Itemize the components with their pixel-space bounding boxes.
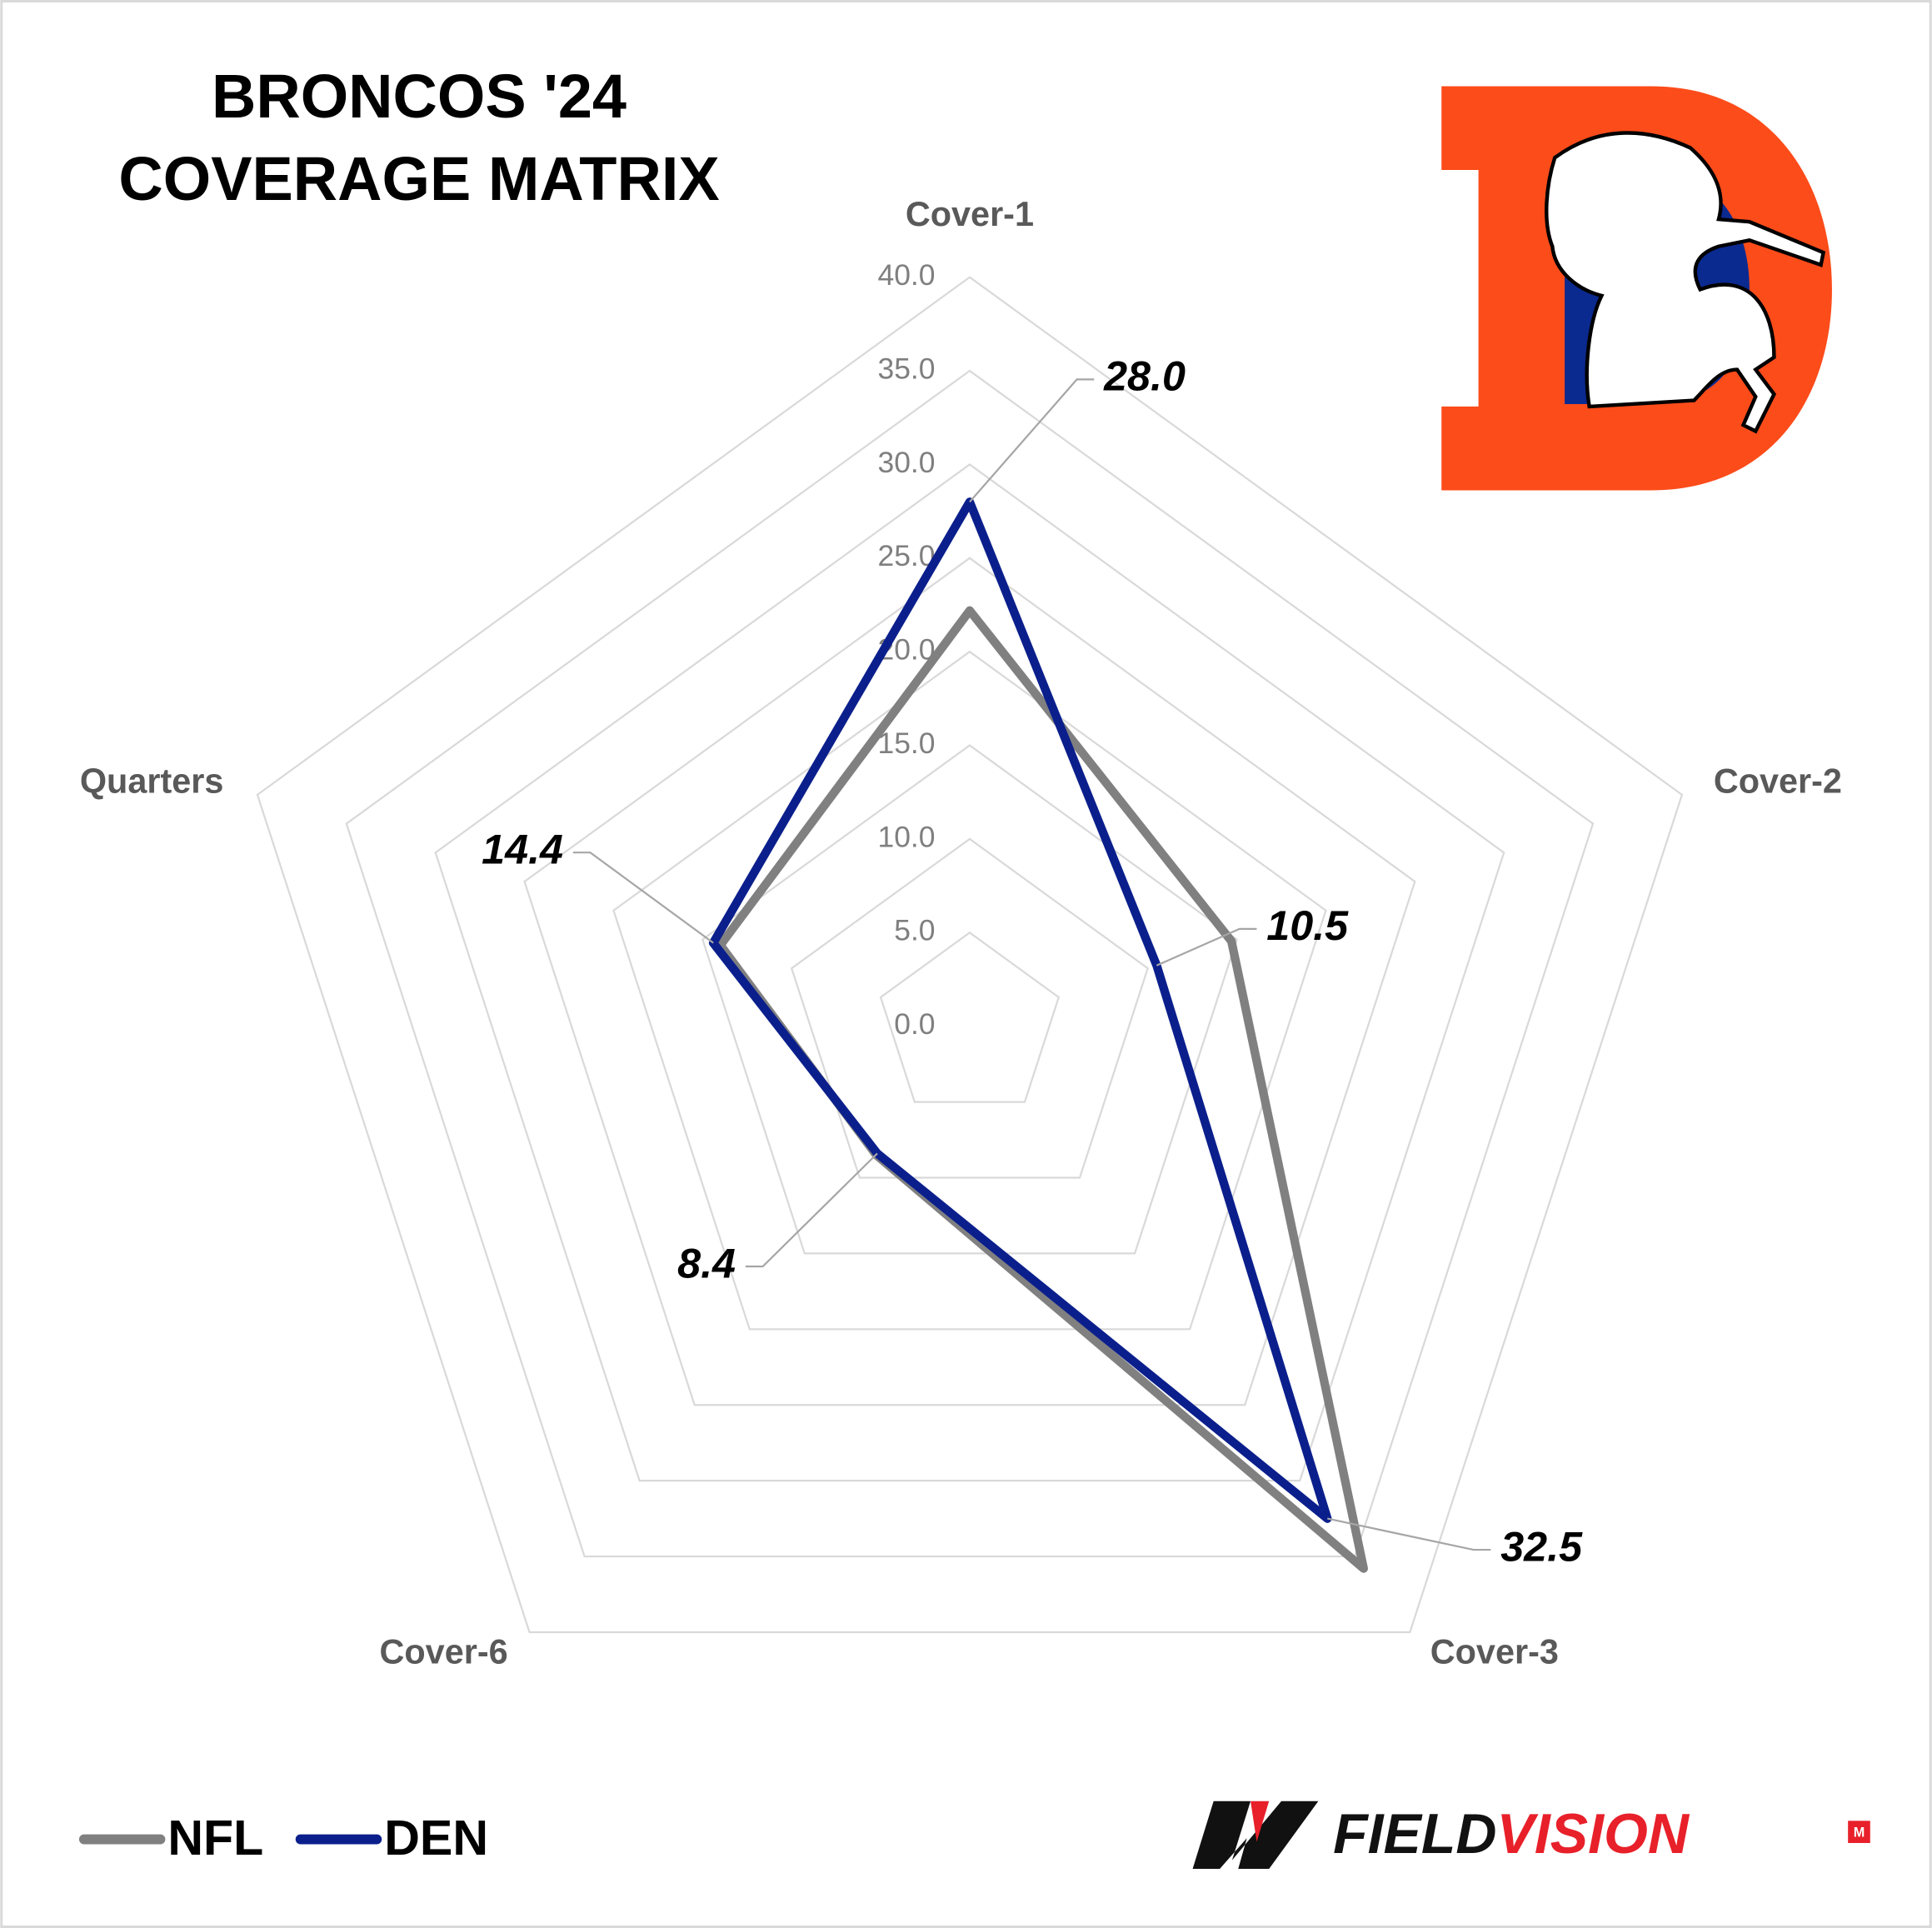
legend: NFL DEN [78,1810,488,1866]
tick-label: 0.0 [894,1007,935,1041]
leader-line [1156,927,1257,966]
brand-icon [1192,1801,1319,1870]
grid-ring [434,463,1505,1482]
series-line [708,497,1332,1523]
axis-label: Quarters [80,762,224,800]
grid-ring [879,931,1061,1103]
team-logo [1441,86,1832,491]
data-label: 28.0 [1103,352,1186,400]
series-line [716,606,1368,1573]
tick-label: 25.0 [877,539,935,572]
tick-label: 30.0 [877,446,935,479]
tick-label: 5.0 [894,914,935,947]
grid-ring [256,276,1684,1634]
grid-ring [523,557,1416,1406]
leader-line [1327,1517,1491,1551]
tick-label: 15.0 [877,727,935,760]
brand-text-2: VISION [1497,1802,1690,1866]
data-label: 14.4 [482,825,563,872]
brand-text: FIELDVISION [1333,1802,1690,1866]
plot: 28.0 10.5 32.5 8.4 14.4 [482,352,1583,1573]
brand-logo: FIELDVISION M [1192,1801,1870,1870]
chart-title: BRONCOS '24 [212,62,627,131]
tick-label: 10.0 [877,820,935,853]
data-label: 32.5 [1500,1522,1583,1570]
grid-ring [790,837,1149,1179]
leader-line [969,378,1095,503]
grid: 0.05.010.015.020.025.030.035.040.0Cover-… [80,195,1842,1671]
brand-badge-text: M [1854,1825,1865,1840]
chart-title: COVERAGE MATRIX [118,144,719,213]
leader-line [745,1152,878,1268]
grid-ring [345,369,1595,1558]
axis-label: Cover-6 [380,1633,508,1671]
axis-label: Cover-2 [1714,762,1842,800]
data-label: 8.4 [677,1239,736,1286]
brand-badge [1848,1821,1870,1843]
axis-label: Cover-3 [1430,1633,1559,1671]
brand-text-1: FIELD [1333,1802,1496,1866]
leader-line [572,852,714,944]
logo-horse [1545,131,1826,434]
grid-ring [612,650,1327,1331]
tick-label: 40.0 [877,258,935,292]
brand-icon [1251,1801,1270,1842]
legend-label: DEN [384,1810,488,1866]
axis-label: Cover-1 [906,195,1034,233]
data-label: 10.5 [1266,902,1349,949]
legend-label: NFL [167,1810,263,1866]
tick-label: 35.0 [877,352,935,385]
